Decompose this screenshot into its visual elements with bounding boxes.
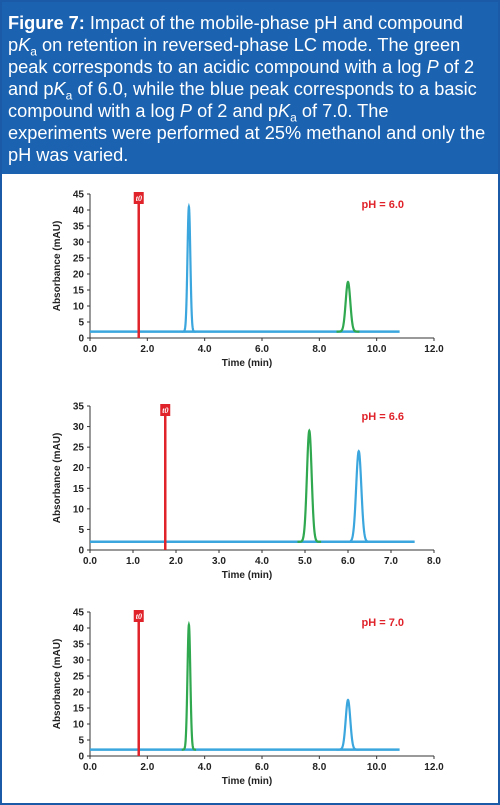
y-axis-label: Absorbance (mAU)	[52, 433, 63, 524]
y-tick-label: 30	[73, 422, 85, 433]
x-tick-label: 4.0	[255, 556, 269, 567]
x-tick-label: 2.0	[140, 344, 154, 355]
caption-subscript: a	[290, 110, 297, 125]
x-tick-label: 8.0	[312, 762, 326, 773]
x-tick-label: 12.0	[424, 762, 444, 773]
caption-italic-p: P	[426, 57, 439, 77]
ph-annotation: pH = 6.6	[362, 411, 405, 423]
y-tick-label: 35	[73, 402, 85, 413]
y-tick-label: 15	[73, 484, 85, 495]
y-tick-label: 0	[78, 752, 84, 763]
x-tick-label: 4.0	[198, 344, 212, 355]
peak-acid	[181, 620, 197, 751]
chromatogram-ph-6-0: 0 5 10 15 20 25 30 35 40 45 0.0 2.0 4.0 6.0 8.0 10.0 12.…	[52, 190, 444, 370]
y-tick-label: 45	[73, 190, 85, 201]
x-tick-label: 8.0	[312, 344, 326, 355]
y-axis-label: Absorbance (mAU)	[52, 639, 63, 730]
x-axis-label: Time (min)	[222, 570, 272, 581]
y-tick-label: 0	[78, 334, 84, 345]
x-tick-label: 4.0	[198, 762, 212, 773]
y-tick-label: 10	[73, 504, 85, 515]
y-tick-label: 35	[73, 640, 85, 651]
t0-marker-label: t0	[162, 406, 168, 415]
chromatogram-ph-6-6: 0 5 10 15 20 25 30 35 0.0 1.0 2.0 3.0 4.0 5.0 6.0 7.0 8.…	[52, 402, 441, 582]
y-tick-label: 20	[73, 463, 85, 474]
y-tick-label: 30	[73, 238, 85, 249]
t0-marker-box	[160, 404, 171, 416]
y-tick-label: 20	[73, 688, 85, 699]
caption-text: on retention in reversed-phase LC mode. …	[8, 35, 461, 77]
x-tick-label: 1.0	[126, 556, 140, 567]
y-tick-label: 10	[73, 720, 85, 731]
x-tick-label: 8.0	[427, 556, 441, 567]
y-axis-label: Absorbance (mAU)	[52, 221, 63, 312]
caption-subscript: a	[30, 44, 37, 59]
ph-annotation: pH = 6.0	[362, 199, 405, 211]
y-tick-label: 30	[73, 656, 85, 667]
x-tick-label: 2.0	[140, 762, 154, 773]
x-tick-label: 7.0	[384, 556, 398, 567]
peak-base	[181, 202, 197, 333]
t0-marker-label: t0	[136, 612, 142, 621]
t0-marker-label: t0	[136, 194, 142, 203]
peak-acid	[336, 280, 360, 333]
y-tick-label: 25	[73, 672, 85, 683]
y-tick-label: 20	[73, 270, 85, 281]
y-tick-label: 5	[78, 525, 84, 536]
caption-italic-p: P	[179, 101, 193, 121]
x-tick-label: 0.0	[83, 344, 97, 355]
x-tick-label: 6.0	[255, 344, 269, 355]
y-tick-label: 40	[73, 206, 85, 217]
caption-italic-k: K	[278, 101, 291, 121]
x-tick-label: 10.0	[367, 344, 387, 355]
y-tick-label: 10	[73, 302, 85, 313]
peak-acid	[297, 428, 322, 543]
y-tick-label: 5	[78, 736, 84, 747]
x-tick-label: 2.0	[169, 556, 183, 567]
y-tick-label: 15	[73, 704, 85, 715]
x-tick-label: 10.0	[367, 762, 387, 773]
peak-base	[336, 698, 360, 751]
y-tick-label: 15	[73, 286, 85, 297]
caption-text: of 2 and p	[192, 101, 278, 121]
caption-subscript: a	[65, 88, 73, 103]
x-tick-label: 3.0	[212, 556, 226, 567]
caption-text: of 7.0. The experiments were performed a…	[8, 101, 486, 165]
chromatogram-ph-7-0: 0 5 10 15 20 25 30 35 40 45 0.0 2.0 4.0 6.0 8.0 10.0 12.…	[52, 608, 444, 788]
x-axis-label: Time (min)	[222, 776, 272, 787]
y-tick-label: 5	[78, 318, 84, 329]
y-tick-label: 25	[73, 254, 85, 265]
peak-base	[345, 449, 372, 543]
y-tick-label: 45	[73, 608, 85, 619]
x-axis-label: Time (min)	[222, 358, 272, 369]
figure-caption: Figure 7: Impact of the mobile-phase pH …	[2, 2, 498, 174]
figure-label: Figure 7:	[8, 13, 85, 33]
x-tick-label: 0.0	[83, 762, 97, 773]
caption-text: Impact of the mobile-phase pH and compou…	[8, 13, 463, 55]
caption-italic-k: K	[18, 35, 31, 55]
x-tick-label: 5.0	[298, 556, 312, 567]
x-tick-label: 0.0	[83, 556, 97, 567]
y-tick-label: 25	[73, 443, 85, 454]
caption-text: of 6.0, while the blue peak corresponds …	[8, 79, 477, 121]
t0-marker-box	[133, 192, 144, 204]
x-tick-label: 6.0	[255, 762, 269, 773]
y-tick-label: 35	[73, 222, 85, 233]
t0-marker-box	[133, 610, 144, 622]
ph-annotation: pH = 7.0	[362, 617, 405, 629]
x-tick-label: 12.0	[424, 344, 444, 355]
caption-italic-k: K	[53, 79, 66, 99]
caption-text: of 2 and p	[8, 57, 475, 99]
y-tick-label: 0	[78, 546, 84, 557]
y-tick-label: 40	[73, 624, 85, 635]
x-tick-label: 6.0	[341, 556, 355, 567]
